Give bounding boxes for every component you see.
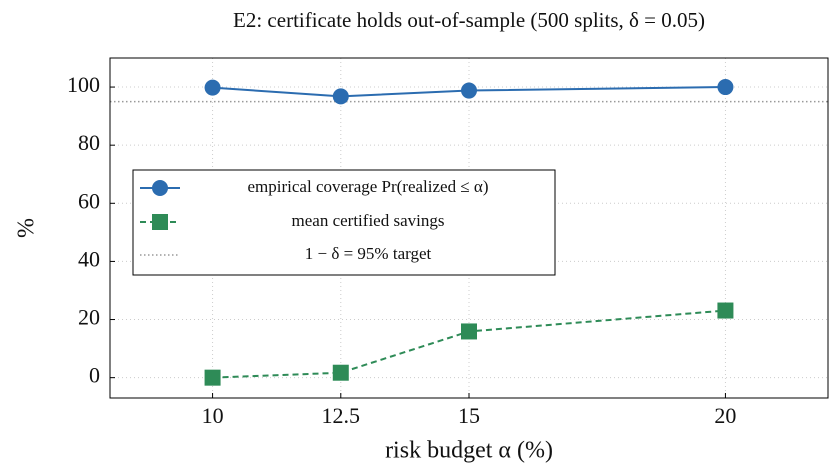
y-tick-label: 0 bbox=[89, 363, 100, 388]
legend-label: mean certified savings bbox=[292, 211, 445, 230]
y-tick-label: 100 bbox=[67, 72, 100, 97]
point bbox=[717, 302, 734, 319]
legend-marker bbox=[152, 214, 168, 230]
legend-label: 1 − δ = 95% target bbox=[305, 244, 432, 263]
y-tick-label: 60 bbox=[78, 188, 100, 213]
plot-frame bbox=[109, 57, 829, 399]
y-tick-label: 40 bbox=[78, 246, 100, 271]
point bbox=[717, 79, 734, 96]
legend: empirical coverage Pr(realized ≤ α) mean … bbox=[132, 169, 556, 276]
point bbox=[461, 323, 477, 340]
series-line bbox=[212, 86, 726, 98]
x-tick-label: 10 bbox=[202, 403, 224, 428]
point bbox=[332, 88, 349, 105]
point bbox=[332, 364, 349, 381]
point bbox=[204, 369, 221, 386]
y-tick-label: 80 bbox=[78, 130, 100, 155]
x-tick-label: 20 bbox=[714, 403, 736, 428]
y-tick-label: 20 bbox=[78, 305, 100, 330]
point bbox=[204, 79, 221, 96]
legend-label: empirical coverage Pr(realized ≤ α) bbox=[248, 177, 489, 196]
chart-title: E2: certificate holds out-of-sample (500… bbox=[233, 8, 705, 32]
y-axis-label: % bbox=[14, 218, 40, 238]
legend-marker bbox=[152, 180, 168, 196]
point bbox=[461, 82, 477, 99]
x-tick-label: 12.5 bbox=[322, 403, 361, 428]
x-axis-label: risk budget α (%) bbox=[385, 438, 553, 464]
legend-box bbox=[132, 169, 556, 276]
series-line bbox=[212, 309, 726, 379]
x-tick-label: 15 bbox=[458, 403, 480, 428]
